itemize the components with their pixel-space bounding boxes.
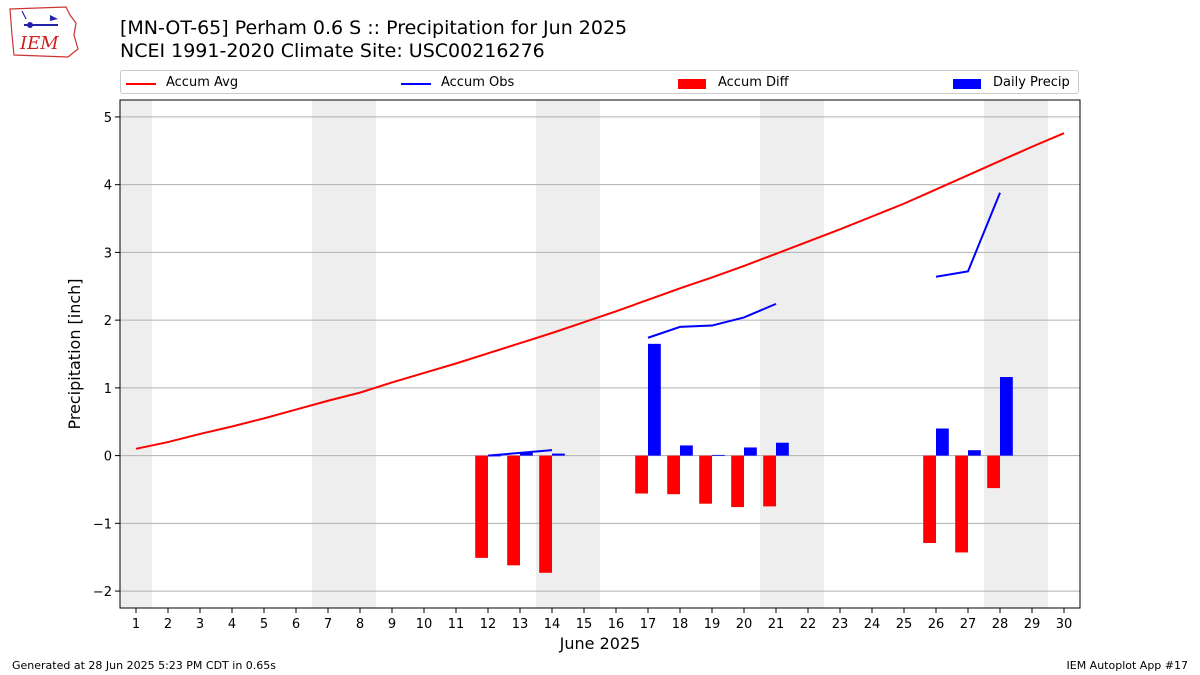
- x-tick-label: 17: [640, 617, 657, 632]
- x-tick-label: 1: [132, 617, 140, 632]
- legend-swatch-accum-diff: [678, 79, 706, 89]
- chart-title: [MN-OT-65] Perham 0.6 S :: Precipitation…: [120, 17, 628, 39]
- bar-daily-precip: [744, 447, 757, 456]
- bar-daily-precip: [680, 445, 693, 456]
- y-tick-label: 0: [104, 450, 112, 465]
- bar-daily-precip: [936, 428, 949, 456]
- bar-daily-precip: [776, 442, 789, 456]
- x-tick-label: 21: [768, 617, 785, 632]
- plot-frame: [119, 99, 1081, 609]
- x-axis-label: June 2025: [559, 634, 641, 653]
- iem-logo: IEM: [6, 5, 80, 63]
- bar-daily-precip: [1000, 377, 1013, 456]
- chart-subtitle: NCEI 1991-2020 Climate Site: USC00216276: [120, 40, 545, 62]
- x-tick-label: 30: [1056, 617, 1073, 632]
- footer-generated: Generated at 28 Jun 2025 5:23 PM CDT in …: [12, 659, 277, 672]
- x-tick-label: 7: [324, 617, 332, 632]
- legend-swatch-accum-obs: [401, 83, 431, 85]
- y-tick-label: −1: [93, 517, 112, 532]
- legend: Accum Avg Accum Obs Accum Diff Daily Pre…: [120, 70, 1079, 94]
- x-tick-label: 11: [448, 617, 465, 632]
- bar-accum-diff: [635, 455, 648, 494]
- x-tick-label: 13: [512, 617, 529, 632]
- bar-accum-diff: [539, 455, 552, 573]
- bar-accum-diff: [763, 455, 776, 507]
- bar-daily-precip: [520, 452, 533, 456]
- bar-daily-precip: [968, 450, 981, 456]
- x-tick-label: 6: [292, 617, 300, 632]
- footer-app: IEM Autoplot App #17: [1066, 659, 1189, 672]
- bar-accum-diff: [507, 455, 520, 566]
- x-tick-label: 14: [544, 617, 561, 632]
- weekend-shade: [568, 100, 600, 608]
- x-tick-label: 24: [864, 617, 881, 632]
- weekend-shade: [312, 100, 344, 608]
- y-tick-label: 3: [104, 246, 112, 261]
- x-tick-label: 8: [356, 617, 364, 632]
- x-tick-label: 18: [672, 617, 689, 632]
- x-tick-label: 12: [480, 617, 497, 632]
- x-tick-label: 22: [800, 617, 817, 632]
- bar-accum-diff: [699, 455, 712, 504]
- x-tick-label: 9: [388, 617, 396, 632]
- x-tick-label: 15: [576, 617, 593, 632]
- legend-label: Accum Diff: [718, 75, 789, 90]
- bar-accum-diff: [987, 455, 1000, 489]
- x-tick-label: 3: [196, 617, 204, 632]
- y-tick-label: 5: [104, 111, 112, 126]
- weekend-shade: [120, 100, 152, 608]
- legend-label: Accum Obs: [441, 75, 515, 90]
- legend-label: Daily Precip: [993, 75, 1070, 90]
- x-tick-label: 26: [928, 617, 945, 632]
- x-tick-label: 29: [1024, 617, 1041, 632]
- x-tick-label: 2: [164, 617, 172, 632]
- bar-daily-precip: [712, 454, 725, 456]
- x-tick-label: 5: [260, 617, 268, 632]
- bar-accum-diff: [667, 455, 680, 495]
- x-tick-label: 16: [608, 617, 625, 632]
- x-tick-label: 28: [992, 617, 1009, 632]
- legend-swatch-daily-precip: [953, 79, 981, 89]
- y-tick-label: −2: [93, 585, 112, 600]
- weekend-shade: [984, 100, 1016, 608]
- line-accum-obs: [935, 192, 1001, 278]
- legend-swatch-accum-avg: [126, 83, 156, 85]
- weekend-shade: [760, 100, 792, 608]
- x-tick-label: 27: [960, 617, 977, 632]
- y-tick-label: 2: [104, 314, 112, 329]
- svg-text:IEM: IEM: [19, 33, 59, 54]
- x-tick-label: 4: [228, 617, 236, 632]
- bar-accum-diff: [731, 455, 744, 508]
- y-tick-label: 1: [104, 382, 112, 397]
- x-tick-label: 20: [736, 617, 753, 632]
- x-tick-label: 23: [832, 617, 849, 632]
- x-tick-label: 19: [704, 617, 721, 632]
- weekend-shade: [792, 100, 824, 608]
- bar-daily-precip: [648, 343, 661, 456]
- y-axis-label: Precipitation [inch]: [65, 278, 84, 429]
- bar-accum-diff: [923, 455, 936, 543]
- line-accum-obs: [487, 449, 553, 457]
- weekend-shade: [1016, 100, 1048, 608]
- legend-label: Accum Avg: [166, 75, 239, 90]
- bar-accum-diff: [475, 455, 488, 558]
- x-tick-label: 25: [896, 617, 913, 632]
- line-accum-obs: [647, 302, 777, 339]
- y-tick-label: 4: [104, 179, 112, 194]
- line-accum-avg: [135, 132, 1065, 450]
- bar-daily-precip: [552, 453, 565, 456]
- bar-accum-diff: [955, 455, 968, 553]
- weekend-shade: [344, 100, 376, 608]
- x-tick-label: 10: [416, 617, 433, 632]
